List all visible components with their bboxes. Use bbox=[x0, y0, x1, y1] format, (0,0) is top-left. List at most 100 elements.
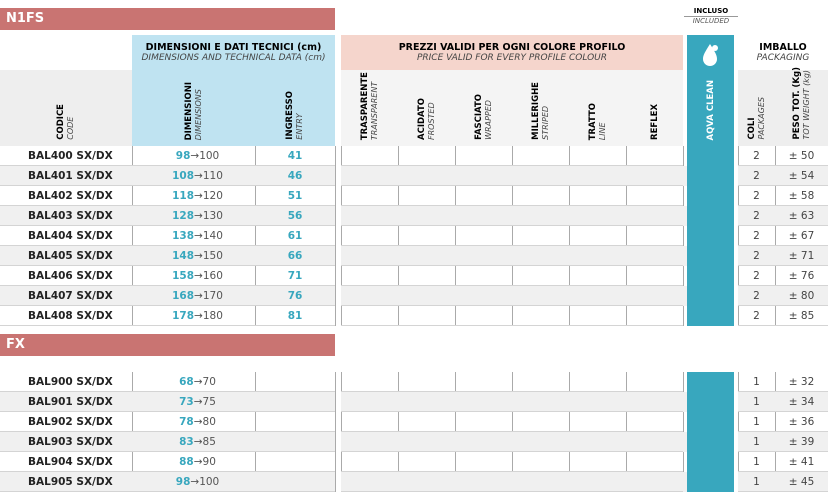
row-line bbox=[738, 411, 828, 412]
packages: 2 bbox=[753, 290, 760, 302]
code: BAL408 SX/DX bbox=[28, 310, 113, 322]
row-line bbox=[341, 165, 683, 166]
packages: 1 bbox=[753, 436, 760, 448]
packages: 1 bbox=[753, 456, 760, 468]
dim-from: 178 bbox=[172, 310, 195, 322]
row-line bbox=[341, 205, 683, 206]
dim-to: →160 bbox=[194, 270, 223, 282]
finish-header: FASCIATO WRAPPED bbox=[455, 70, 512, 146]
column-line bbox=[398, 146, 399, 326]
prices-header-it: PREZZI VALIDI PER OGNI COLORE PROFILO bbox=[398, 42, 626, 53]
aqva-column bbox=[687, 35, 734, 326]
row-line bbox=[0, 411, 335, 412]
packages: 1 bbox=[753, 396, 760, 408]
weight: ± 54 bbox=[788, 170, 815, 182]
row-line bbox=[738, 225, 828, 226]
finish-header-text: TRATTO LINE bbox=[588, 103, 608, 140]
row-bg bbox=[0, 286, 335, 306]
dim-from: 98 bbox=[175, 150, 191, 162]
dim-to: →180 bbox=[194, 310, 223, 322]
dimension: 158→160 bbox=[132, 266, 255, 286]
code-header-en: CODE bbox=[66, 116, 75, 140]
row-line bbox=[0, 185, 335, 186]
row-line bbox=[0, 205, 335, 206]
row-line bbox=[0, 165, 335, 166]
dimensions-header-en: DIMENSIONS AND TECHNICAL DATA (cm) bbox=[141, 53, 326, 63]
finish-header-en: FROSTED bbox=[426, 102, 436, 140]
entry: 71 bbox=[287, 270, 303, 282]
finish-header-text: FASCIATO WRAPPED bbox=[474, 94, 494, 140]
packages: 1 bbox=[753, 476, 760, 488]
finish-header-text: REFLEX bbox=[650, 104, 660, 140]
finish-header-en: WRAPPED bbox=[483, 100, 493, 140]
packages: 2 bbox=[753, 310, 760, 322]
dim-to: →75 bbox=[193, 396, 216, 408]
packages-header: COLI PACKAGES bbox=[738, 70, 775, 146]
row-line bbox=[738, 285, 828, 286]
finish-header-en: STRIPED bbox=[540, 106, 550, 140]
packaging-header: IMBALLO PACKAGING bbox=[738, 35, 828, 70]
row-line bbox=[738, 305, 828, 306]
dimension: 138→140 bbox=[132, 226, 255, 246]
dim-to: →85 bbox=[193, 436, 216, 448]
aqva-label: AQVA CLEAN bbox=[705, 79, 716, 141]
finish-header: MILLERIGHE STRIPED bbox=[512, 70, 569, 146]
finish-header-it: MILLERIGHE bbox=[530, 82, 541, 140]
weight-header: PESO TOT. (Kg) TOT WEIGHT (kg) bbox=[775, 67, 828, 146]
column-line bbox=[335, 146, 336, 326]
weight: ± 50 bbox=[788, 150, 815, 162]
dim-to: →150 bbox=[194, 250, 223, 262]
dims-header-text: DIMENSIONI DIMENSIONS bbox=[184, 82, 204, 140]
code: BAL903 SX/DX bbox=[28, 436, 113, 448]
row-line bbox=[738, 471, 828, 472]
row-line bbox=[738, 245, 828, 246]
dim-from: 128 bbox=[172, 210, 195, 222]
entry: 56 bbox=[287, 210, 303, 222]
packaging-header-en: PACKAGING bbox=[756, 53, 810, 63]
finish-header-it: REFLEX bbox=[649, 104, 660, 140]
row-bg bbox=[341, 246, 687, 266]
dim-to: →100 bbox=[190, 150, 220, 162]
packages: 2 bbox=[753, 170, 760, 182]
entry-header-en: ENTRY bbox=[295, 113, 304, 140]
dim-from: 148 bbox=[172, 250, 195, 262]
column-line bbox=[569, 146, 570, 326]
row-bg bbox=[738, 246, 828, 266]
row-bg bbox=[738, 392, 828, 412]
entry: 41 bbox=[287, 150, 303, 162]
row-line bbox=[738, 185, 828, 186]
finish-header: TRATTO LINE bbox=[569, 70, 626, 146]
included-it: INCLUSO bbox=[684, 7, 738, 17]
finish-header: TRASPARENTE TRANSPARENT bbox=[341, 70, 398, 146]
code: BAL406 SX/DX bbox=[28, 270, 113, 282]
column-line bbox=[683, 146, 684, 326]
dim-to: →100 bbox=[190, 476, 220, 488]
packages: 2 bbox=[753, 210, 760, 222]
row-line bbox=[341, 285, 683, 286]
weight: ± 71 bbox=[788, 250, 815, 262]
dim-to: →130 bbox=[194, 210, 223, 222]
row-line bbox=[0, 325, 335, 326]
row-bg bbox=[738, 166, 828, 186]
row-line bbox=[341, 325, 683, 326]
dimension: 108→110 bbox=[132, 166, 255, 186]
row-bg bbox=[0, 392, 335, 412]
dim-to: →120 bbox=[194, 190, 223, 202]
section-title: N1FS bbox=[0, 8, 335, 30]
finish-header-it: FASCIATO bbox=[473, 94, 484, 140]
finish-header-it: TRATTO bbox=[587, 102, 598, 140]
dimensions-header: DIMENSIONI E DATI TECNICI (cm) DIMENSIONS… bbox=[132, 35, 335, 70]
weight: ± 41 bbox=[788, 456, 815, 468]
row-bg bbox=[738, 286, 828, 306]
weight: ± 80 bbox=[788, 290, 815, 302]
dims-header-en: DIMENSIONS bbox=[193, 88, 203, 140]
row-bg bbox=[341, 166, 687, 186]
row-line bbox=[0, 285, 335, 286]
weight: ± 67 bbox=[788, 230, 815, 242]
row-bg bbox=[738, 206, 828, 226]
weight: ± 45 bbox=[788, 476, 815, 488]
dim-to: →140 bbox=[194, 230, 223, 242]
row-line bbox=[0, 391, 335, 392]
code: BAL405 SX/DX bbox=[28, 250, 113, 262]
row-line bbox=[341, 245, 683, 246]
